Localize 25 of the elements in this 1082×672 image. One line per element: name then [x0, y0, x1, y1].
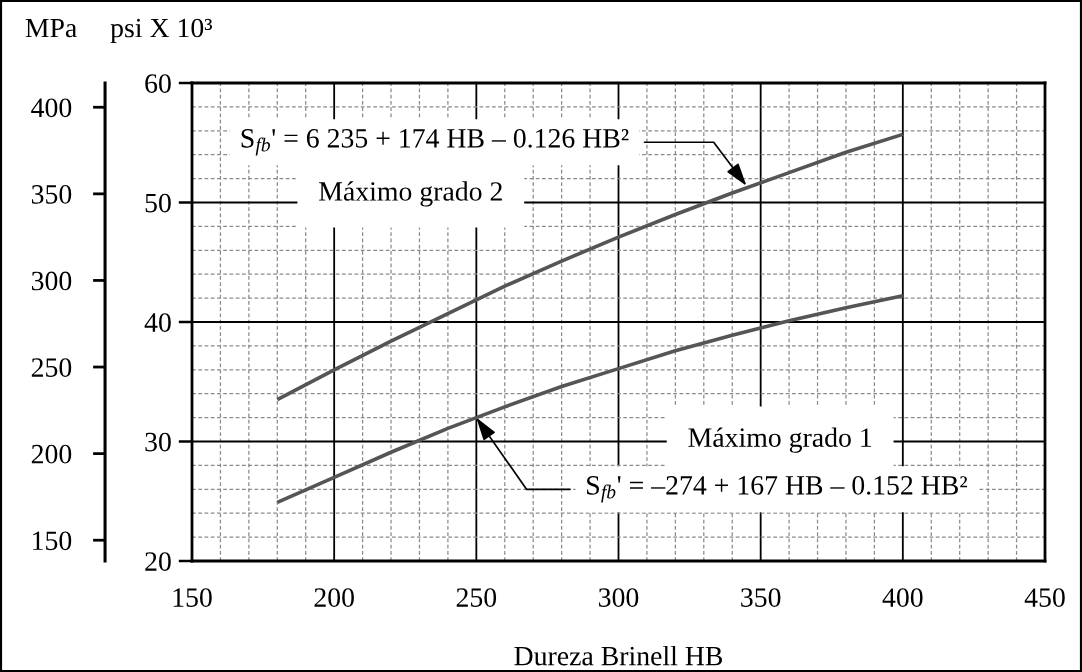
y-tick-label: 60 [145, 74, 171, 93]
x-tick-label: 200 [314, 588, 354, 607]
y-tick-label: 30 [145, 432, 171, 452]
x-tick-label: 250 [456, 588, 497, 607]
y2-tick-label: 400 [31, 98, 72, 118]
y2-tick-label: 250 [31, 358, 72, 377]
x-tick-label: 350 [741, 588, 781, 607]
y-tick-label: 20 [145, 552, 171, 571]
y-tick-label: 50 [145, 193, 171, 213]
annotation: S$_{fb}$' = –274 + 167 HB – 0.152 HB² [587, 475, 968, 503]
y-tick-label: 40 [144, 313, 171, 332]
y2-tick-label: 150 [33, 531, 72, 551]
x-tick-label: 150 [173, 588, 212, 607]
annotation: S$_{fb}$' = 6 235 + 174 HB – 0.126 HB² [241, 128, 629, 156]
y2-axis-title: MPa [25, 18, 77, 38]
y-axis-title: psi X 10³ [110, 18, 213, 44]
x-tick-label: 400 [882, 588, 923, 607]
x-tick-label: 300 [598, 588, 639, 607]
text: Máximo grado 2 [319, 181, 502, 207]
y2-tick-label: 200 [31, 444, 72, 464]
y2-tick-label: 350 [31, 185, 72, 204]
x-axis-title: Dureza Brinell HB [514, 645, 723, 666]
text: Máximo grado 1 [688, 427, 872, 453]
x-tick-label: 450 [1024, 588, 1065, 607]
y2-tick-label: 300 [31, 271, 72, 291]
